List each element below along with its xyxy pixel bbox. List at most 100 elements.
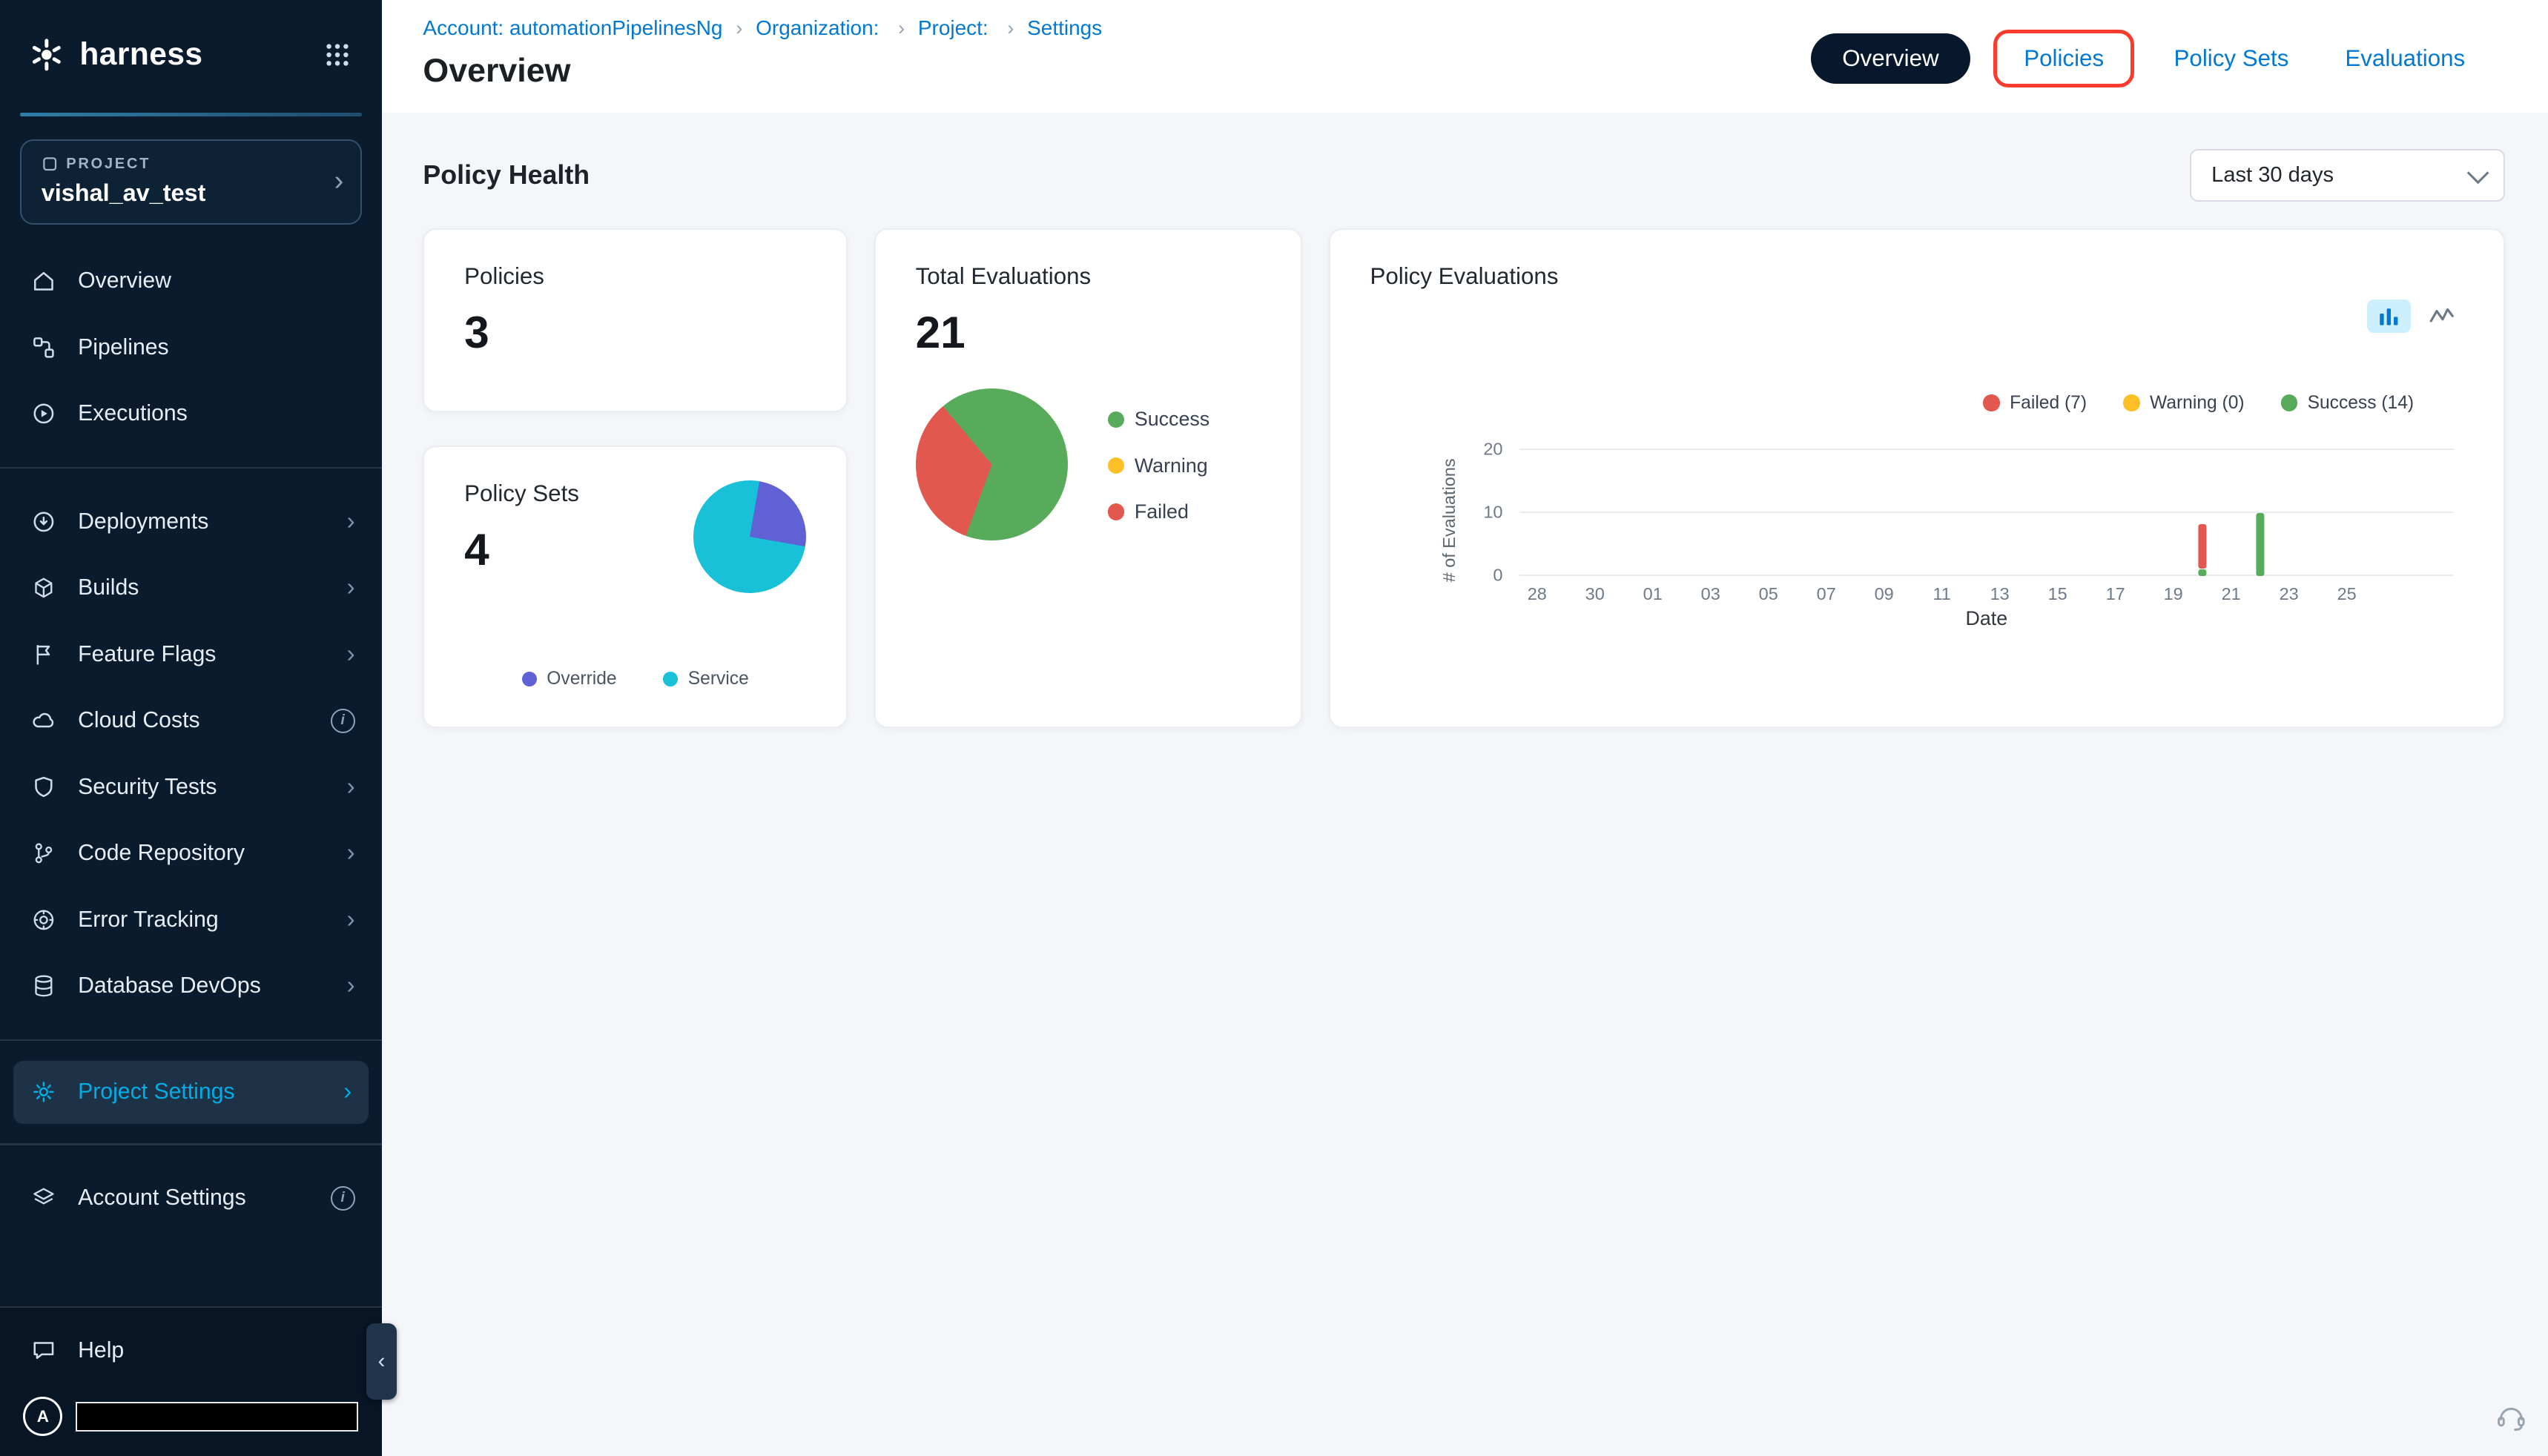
breadcrumb-organization[interactable]: Organization: [756, 16, 885, 40]
sidebar-item-database-devops[interactable]: Database DevOps › [0, 953, 382, 1019]
module-grid-icon[interactable] [320, 37, 355, 72]
sidebar-item-account-settings[interactable]: Account Settings i [0, 1165, 382, 1231]
policy-sets-count: 4 [464, 523, 579, 575]
bar-chart-toggle[interactable] [2367, 300, 2410, 333]
legend-label: Success (14) [2308, 393, 2415, 414]
sidebar-item-feature-flags[interactable]: Feature Flags › [0, 621, 382, 687]
sidebar-item-builds[interactable]: Builds › [0, 555, 382, 621]
legend-dot [2123, 394, 2139, 411]
avatar[interactable]: A [23, 1397, 62, 1436]
x-tick-label: 01 [1643, 584, 1663, 604]
tab-policies[interactable]: Policies [2007, 35, 2121, 82]
date-range-select[interactable]: Last 30 days [2190, 149, 2505, 202]
policies-count: 3 [464, 306, 806, 358]
support-icon[interactable] [2495, 1403, 2528, 1443]
policy-sets-text: Policy Sets 4 [464, 480, 579, 575]
x-tick-label: 25 [2337, 584, 2357, 604]
x-tick-label: 13 [1990, 584, 2010, 604]
line-chart-toggle[interactable] [2420, 300, 2463, 333]
x-tick-label: 09 [1875, 584, 1894, 604]
breadcrumb-project[interactable]: Project: [918, 16, 994, 40]
legend-dot [663, 672, 678, 686]
sidebar-footer: Help A [0, 1306, 382, 1456]
content: Account: automationPipelinesNg › Organiz… [382, 0, 2548, 1456]
sidebar-item-deployments[interactable]: Deployments › [0, 489, 382, 555]
nav-divider [0, 1039, 382, 1041]
legend-item-failed: Failed [1108, 500, 1209, 523]
card-title: Policy Sets [464, 480, 579, 507]
x-tick-label: 03 [1701, 584, 1720, 604]
nav-label: Overview [78, 268, 355, 294]
legend-label: Warning (0) [2150, 393, 2245, 414]
nav-label: Error Tracking [78, 907, 327, 933]
chevron-right-icon: › [736, 17, 742, 40]
sidebar-item-security-tests[interactable]: Security Tests › [0, 754, 382, 820]
project-label-row: PROJECT [42, 156, 206, 173]
sidebar-item-project-settings[interactable]: Project Settings › [13, 1061, 369, 1124]
nav-label: Deployments [78, 509, 327, 535]
legend-dot [1108, 411, 1124, 428]
policy-evaluations-card: Policy Evaluations Failed (7) [1329, 228, 2505, 727]
legend-dot [1983, 394, 1999, 411]
redacted-username [76, 1402, 358, 1432]
bar-success[interactable] [2198, 569, 2206, 576]
bar-failed[interactable] [2198, 524, 2206, 569]
project-name: vishal_av_test [42, 179, 206, 207]
project-icon [42, 156, 58, 172]
project-selector[interactable]: PROJECT vishal_av_test › [20, 139, 362, 225]
line-chart-icon [2429, 307, 2455, 325]
user-row[interactable]: A [0, 1383, 382, 1439]
tab-policy-sets[interactable]: Policy Sets [2157, 35, 2306, 82]
legend-label: Success [1135, 408, 1209, 431]
sidebar-header: harness [0, 0, 382, 99]
chevron-right-icon: › [898, 17, 905, 40]
total-evaluations-pie-chart [916, 388, 1069, 541]
chevron-right-icon: › [347, 972, 355, 1000]
harness-logo-mark [27, 35, 67, 75]
page-title: Overview [423, 52, 1102, 90]
total-evaluations-body: Success Warning Failed [916, 388, 1261, 541]
legend-label: Warning [1135, 454, 1208, 477]
nav-label: Builds [78, 575, 327, 600]
x-tick-label: 07 [1817, 584, 1836, 604]
sidebar-nav: Overview Pipelines Executions Deployment… [0, 248, 382, 1306]
target-icon [30, 907, 58, 933]
tab-evaluations[interactable]: Evaluations [2328, 35, 2482, 82]
legend-dot [1108, 503, 1124, 520]
bar-success[interactable] [2256, 513, 2264, 576]
legend-item-service: Service [663, 669, 749, 689]
policy-sets-top: Policy Sets 4 [464, 480, 806, 593]
card-title: Total Evaluations [916, 263, 1261, 290]
executions-icon [30, 400, 58, 427]
legend-item-warning: Warning (0) [2123, 393, 2244, 414]
tab-overview[interactable]: Overview [1811, 33, 1970, 83]
sidebar-item-help[interactable]: Help [0, 1317, 382, 1383]
y-tick-label: 0 [1493, 567, 1502, 584]
y-tick-label: 20 [1483, 441, 1502, 458]
breadcrumb: Account: automationPipelinesNg › Organiz… [423, 16, 1102, 40]
breadcrumb-settings[interactable]: Settings [1027, 16, 1102, 40]
project-selector-text: PROJECT vishal_av_test [42, 156, 206, 207]
sidebar-item-code-repository[interactable]: Code Repository › [0, 820, 382, 886]
sidebar-collapse-handle[interactable]: ‹ [366, 1323, 396, 1400]
sidebar-item-pipelines[interactable]: Pipelines [0, 314, 382, 380]
gear-icon [30, 1079, 58, 1105]
breadcrumb-account[interactable]: Account: automationPipelinesNg [423, 16, 722, 40]
legend-item-failed: Failed (7) [1983, 393, 2087, 414]
x-tick-label: 05 [1759, 584, 1778, 604]
nav-label: Cloud Costs [78, 708, 311, 733]
chevron-right-icon: › [334, 167, 344, 195]
sidebar-item-cloud-costs[interactable]: Cloud Costs i [0, 687, 382, 753]
sidebar-item-overview[interactable]: Overview [0, 248, 382, 314]
nav-divider [0, 467, 382, 469]
legend-item-success: Success [1108, 408, 1209, 431]
main-panel: Policy Health Last 30 days Policies 3 [382, 113, 2548, 1456]
sidebar-item-error-tracking[interactable]: Error Tracking › [0, 887, 382, 953]
total-evaluations-count: 21 [916, 306, 1261, 358]
sidebar-item-executions[interactable]: Executions [0, 381, 382, 447]
project-label: PROJECT [66, 156, 151, 173]
info-icon: i [331, 709, 355, 733]
y-axis-label: # of Evaluations [1439, 440, 1459, 582]
